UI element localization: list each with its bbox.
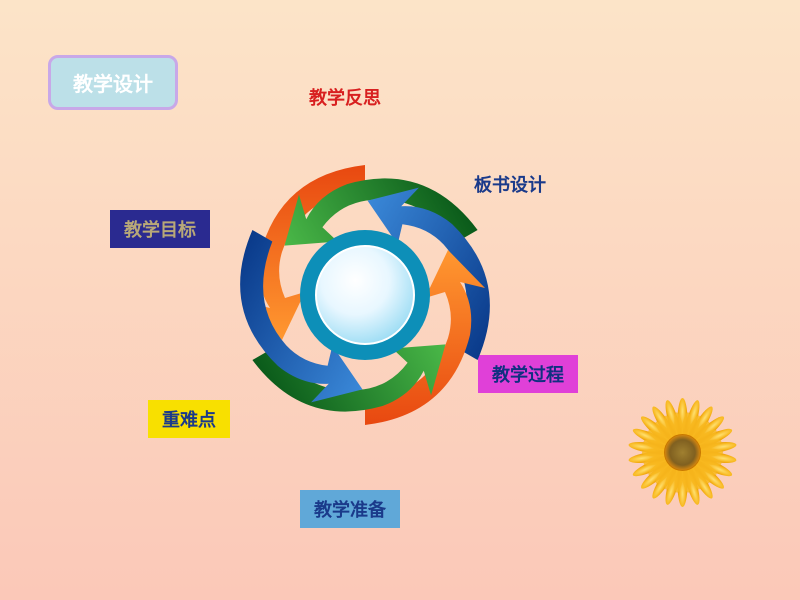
title-text: 教学设计 (73, 74, 153, 96)
spiral-diagram (150, 80, 580, 510)
center-ring (300, 230, 430, 360)
flower-decoration (625, 395, 740, 510)
center-sphere (315, 245, 415, 345)
